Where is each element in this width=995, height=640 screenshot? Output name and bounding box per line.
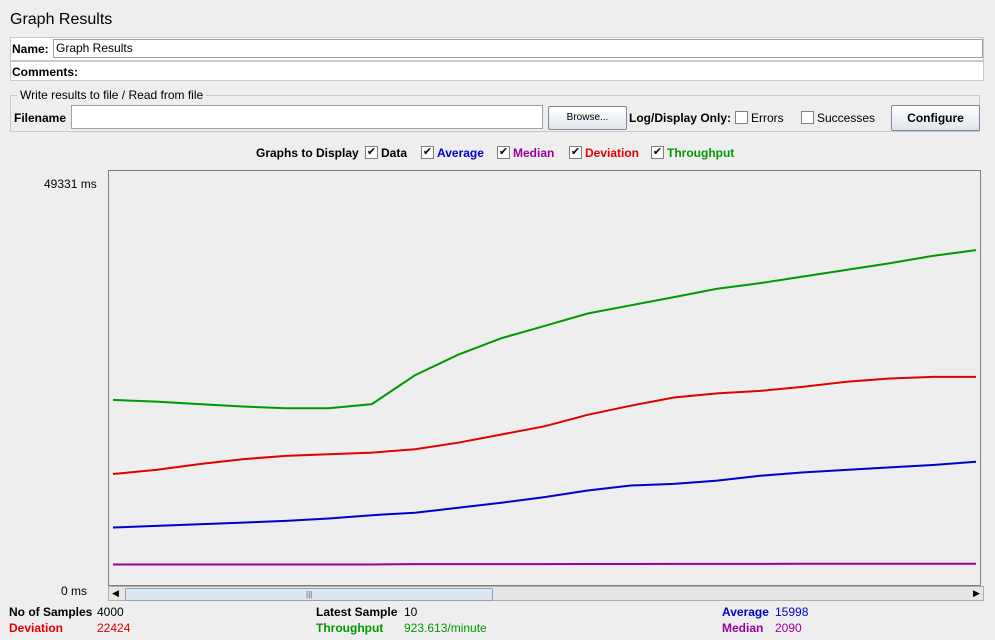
configure-button[interactable]: Configure	[891, 105, 980, 131]
successes-checkbox[interactable]	[801, 111, 814, 124]
series-deviation-line	[112, 375, 976, 475]
file-group-legend: Write results to file / Read from file	[20, 88, 204, 102]
y-min-label: 0 ms	[61, 584, 88, 598]
throughput-value: 923.613/minute	[404, 621, 487, 635]
name-input[interactable]: Graph Results	[53, 39, 983, 58]
series-average-line	[112, 460, 977, 529]
comments-row[interactable]: Comments:	[10, 61, 984, 81]
graph-plot-area	[108, 170, 981, 586]
successes-label: Successes	[817, 111, 876, 125]
browse-button[interactable]: Browse...	[548, 106, 627, 130]
filename-input[interactable]	[71, 105, 543, 129]
page-title: Graph Results	[10, 11, 113, 28]
errors-label: Errors	[751, 111, 784, 125]
name-label: Name:	[12, 42, 49, 56]
average-checkbox[interactable]: ✔	[421, 146, 434, 159]
throughput-toggle-label: Throughput	[667, 146, 735, 160]
deviation-checkbox[interactable]: ✔	[569, 146, 582, 159]
horizontal-scrollbar[interactable]: ◀ ||| ▶	[108, 586, 984, 601]
filename-label: Filename	[14, 111, 67, 125]
deviation-toggle-label: Deviation	[585, 146, 640, 160]
median-checkbox[interactable]: ✔	[497, 146, 510, 159]
samples-value: 4000	[97, 605, 124, 619]
average-label: Average	[722, 605, 769, 619]
results-graph	[112, 249, 977, 566]
errors-checkbox[interactable]	[735, 111, 748, 124]
data-checkbox[interactable]: ✔	[365, 146, 378, 159]
comments-label: Comments:	[12, 65, 79, 79]
series-throughput-line	[112, 249, 977, 410]
scroll-thumb[interactable]: |||	[125, 588, 493, 601]
series-median-line	[113, 562, 976, 566]
y-max-label: 49331 ms	[44, 177, 97, 191]
scroll-left-icon[interactable]: ◀	[112, 588, 119, 598]
name-row: Name: Graph Results	[10, 37, 984, 61]
median-toggle-label: Median	[513, 146, 555, 160]
data-toggle-label: Data	[381, 146, 408, 160]
scroll-right-icon[interactable]: ▶	[973, 588, 980, 598]
deviation-value: 22424	[97, 621, 131, 635]
samples-label: No of Samples	[9, 605, 93, 619]
average-toggle-label: Average	[437, 146, 484, 160]
graphs-to-display-label: Graphs to Display	[256, 146, 359, 160]
average-value: 15998	[775, 605, 809, 619]
throughput-label: Throughput	[316, 621, 384, 635]
latest-sample-label: Latest Sample	[316, 605, 398, 619]
median-value: 2090	[775, 621, 802, 635]
latest-sample-value: 10	[404, 605, 418, 619]
throughput-checkbox[interactable]: ✔	[651, 146, 664, 159]
log-display-label: Log/Display Only:	[629, 111, 732, 125]
grip-icon: |||	[306, 590, 313, 599]
deviation-label: Deviation	[9, 621, 64, 635]
median-label: Median	[722, 621, 764, 635]
